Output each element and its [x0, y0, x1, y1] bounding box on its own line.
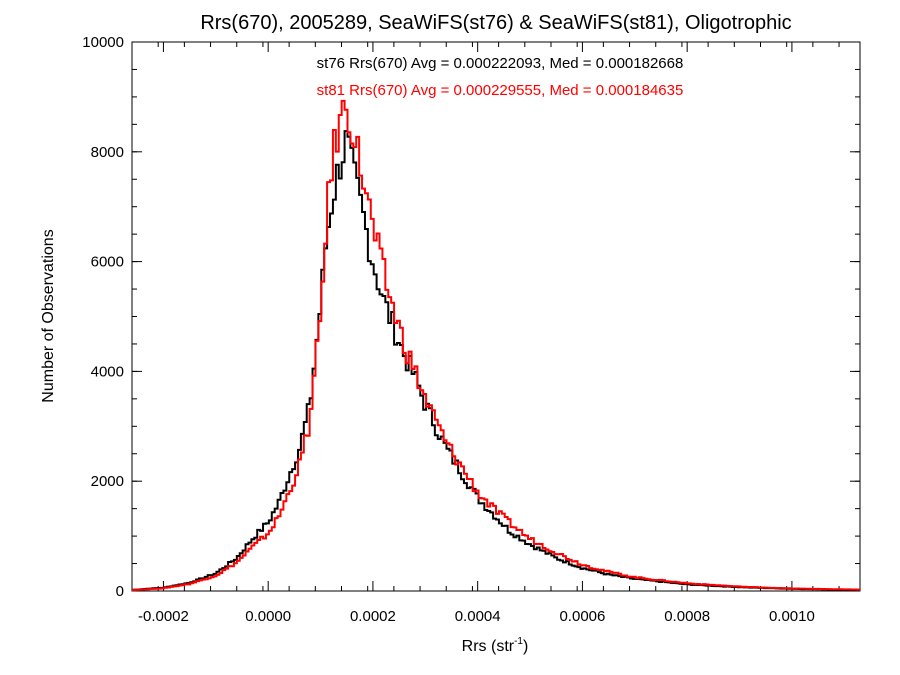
- st81-annotation: st81 Rrs(670) Avg = 0.000229555, Med = 0…: [317, 82, 684, 99]
- y-tick-label: 2000: [91, 473, 124, 490]
- histogram-series: [132, 99, 860, 592]
- x-tick-label: -0.0002: [138, 608, 189, 625]
- y-tick-label: 8000: [91, 144, 124, 161]
- y-tick-label: 10000: [82, 34, 124, 51]
- series-st76-steps: [132, 130, 860, 591]
- st76-annotation: st76 Rrs(670) Avg = 0.000222093, Med = 0…: [317, 55, 684, 72]
- x-axis-label: Rrs (str-1): [462, 636, 529, 655]
- axis-ticks: -0.0002 0.0000 0.0002 0.0004 0.0006 0.0008 0.0…: [82, 34, 860, 625]
- x-axis-label-close: ): [523, 638, 528, 655]
- x-tick-label: 0.0000: [245, 608, 291, 625]
- x-tick-label: 0.0002: [350, 608, 396, 625]
- y-axis-label: Number of Observations: [40, 229, 57, 402]
- y-tick-label: 0: [116, 583, 124, 600]
- x-tick-label: 0.0008: [664, 608, 710, 625]
- x-axis-label-main: Rrs (str: [462, 638, 515, 655]
- x-tick-label: 0.0004: [455, 608, 501, 625]
- y-tick-label: 6000: [91, 254, 124, 271]
- x-tick-label: 0.0006: [559, 608, 605, 625]
- x-axis-label-sup: -1: [514, 636, 523, 647]
- chart-title: Rrs(670), 2005289, SeaWiFS(st76) & SeaWi…: [200, 12, 791, 34]
- x-tick-label: 0.0010: [769, 608, 815, 625]
- y-tick-label: 4000: [91, 363, 124, 380]
- series-st81-steps: [132, 99, 860, 592]
